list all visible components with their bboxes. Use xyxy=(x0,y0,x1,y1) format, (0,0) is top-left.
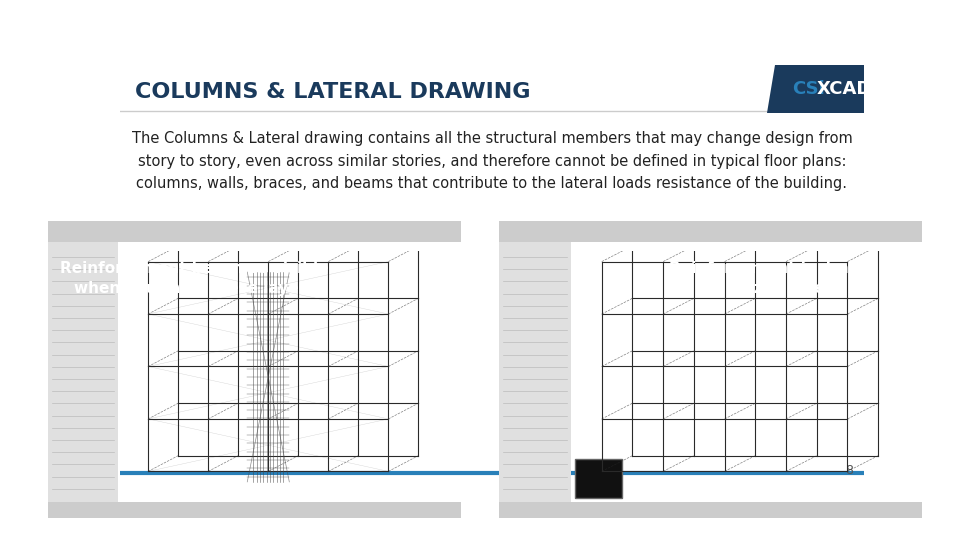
FancyBboxPatch shape xyxy=(499,502,922,518)
Text: CSi: CSi xyxy=(792,80,825,98)
Polygon shape xyxy=(767,65,864,113)
Text: XCAD: XCAD xyxy=(817,80,873,98)
Text: 8: 8 xyxy=(845,464,852,477)
Text: Reinforcement is drawn
on frozen layers: Reinforcement is drawn on frozen layers xyxy=(669,261,874,296)
FancyBboxPatch shape xyxy=(48,221,461,242)
Text: COLUMNS & LATERAL DRAWING: COLUMNS & LATERAL DRAWING xyxy=(134,82,530,102)
FancyBboxPatch shape xyxy=(575,459,622,498)
Text: The Columns & Lateral drawing contains all the structural members that may chang: The Columns & Lateral drawing contains a… xyxy=(132,131,852,191)
FancyBboxPatch shape xyxy=(499,242,571,502)
FancyBboxPatch shape xyxy=(48,502,461,518)
FancyBboxPatch shape xyxy=(499,221,922,242)
FancyBboxPatch shape xyxy=(48,242,118,502)
Text: Reinforcement becomes visible
when you thaw these layers: Reinforcement becomes visible when you t… xyxy=(60,261,328,296)
